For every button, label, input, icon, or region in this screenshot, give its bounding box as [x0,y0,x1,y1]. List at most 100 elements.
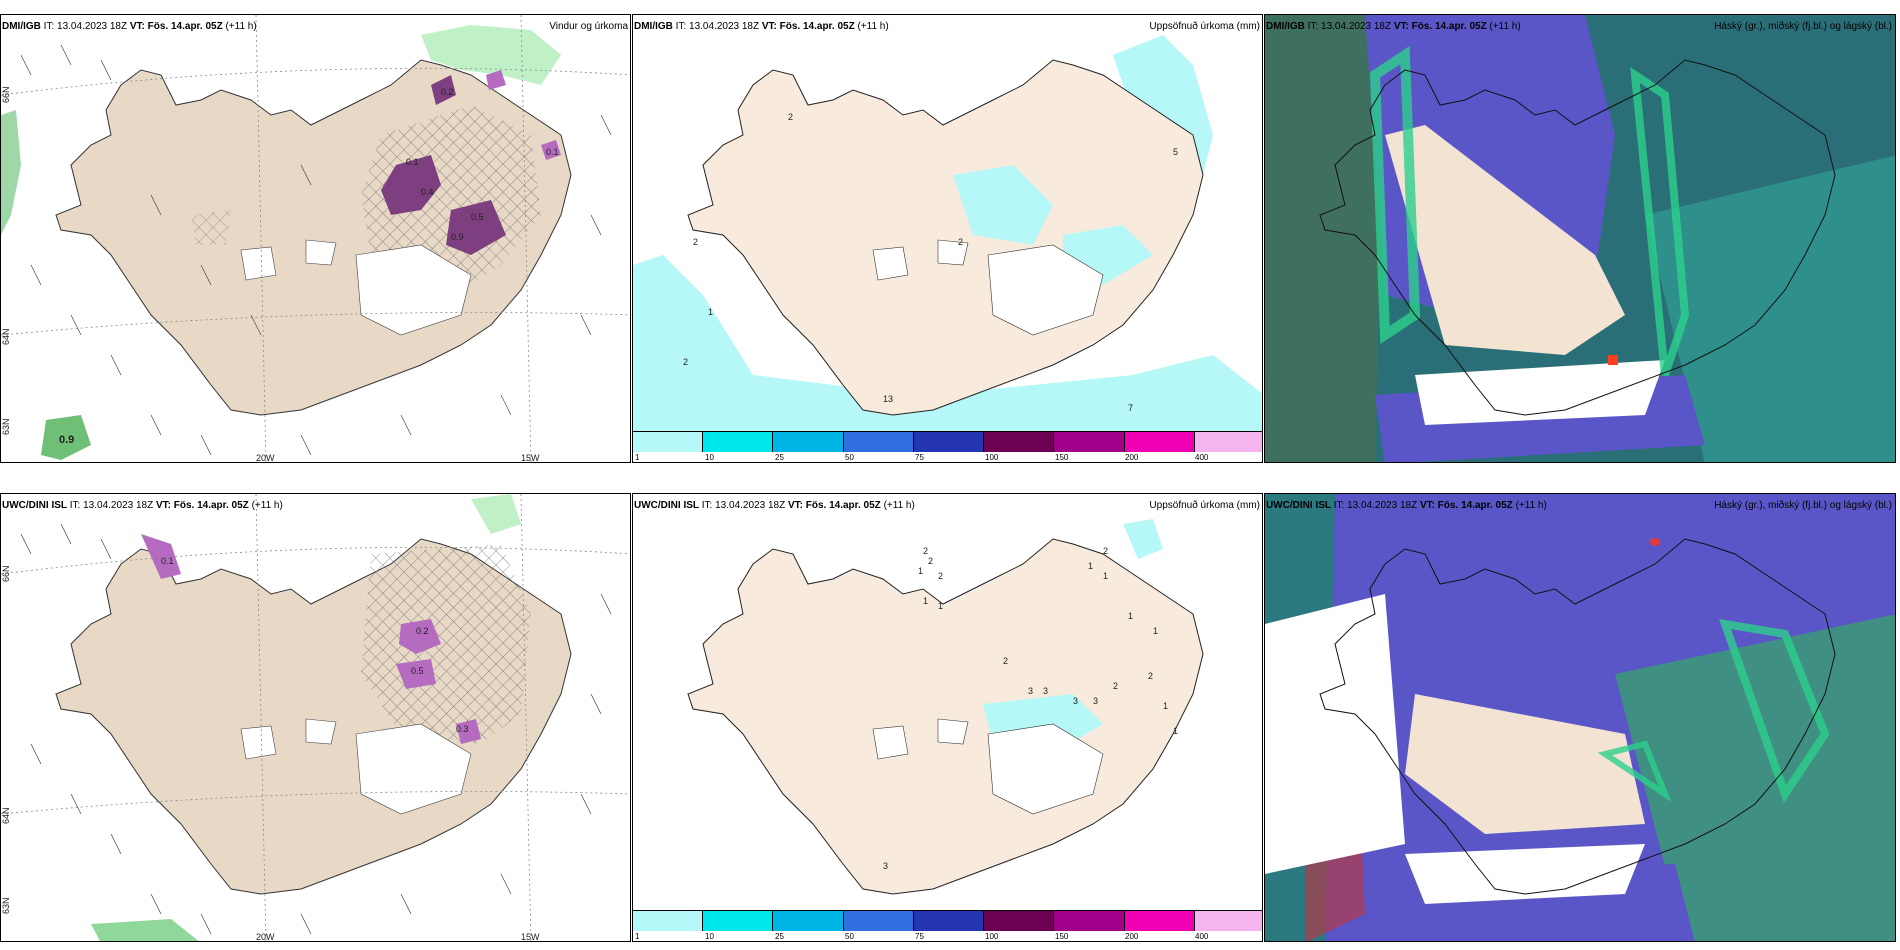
svg-text:2: 2 [1103,546,1108,556]
svg-text:1: 1 [1153,626,1158,636]
colorbar-label: 10 [705,453,714,462]
header-bottom-mid: UWC/DINI ISL IT: 13.04.2023 18Z VT: Fös.… [634,500,915,511]
svg-text:2: 2 [1003,656,1008,666]
colorbar-label: 10 [705,932,714,941]
panel-top-right [1264,14,1896,463]
panel-top-left: 0.1 0.4 0.9 0.2 0.5 0.1 0.9 20W 15W 66N … [0,14,631,463]
colorbar-seg-25 [773,911,844,931]
svg-text:1: 1 [1103,571,1108,581]
colorbar-seg-10 [703,432,774,452]
value-label: 0.1 [546,147,559,157]
panel-bottom-right [1264,493,1896,942]
product-title-wind: Vindur og úrkoma [549,21,628,32]
colorbar-seg-1 [633,432,704,452]
value-label: 0.9 [59,434,74,446]
wind-barbs [20,523,612,935]
svg-text:1: 1 [1173,726,1178,736]
colorbar-label: 200 [1125,453,1139,462]
iceland-outline [1319,59,1836,416]
colorbar-seg-400 [1194,432,1262,452]
colorbar-label: 75 [915,932,924,941]
svg-text:3: 3 [1028,686,1033,696]
lat-label-63n: 63N [1,418,11,435]
colorbar-label: 50 [845,453,854,462]
colorbar-label: 150 [1055,453,1069,462]
svg-text:3: 3 [1093,696,1098,706]
colorbar-label: 25 [775,932,784,941]
value-label: 2 [693,237,698,247]
iceland-landmass [687,59,1204,416]
lon-label-15w: 15W [521,932,540,942]
svg-text:3: 3 [1073,696,1078,706]
colorbar-label: 75 [915,453,924,462]
colorbar-seg-75 [913,432,985,452]
value-label: 0.4 [421,187,434,197]
map-clouds-bottom [1265,494,1895,941]
precip-cell [381,155,441,215]
lon-label-20w: 20W [256,932,275,942]
lat-label-63n: 63N [1,897,11,914]
svg-text:2: 2 [1148,671,1153,681]
value-label: 0.1 [406,157,419,167]
value-label: 0.9 [451,232,464,242]
value-label: 0.3 [456,724,469,734]
value-label: 0.5 [471,212,484,222]
svg-text:1: 1 [1163,701,1168,711]
svg-text:1: 1 [1088,561,1093,571]
colorbar-seg-400 [1194,911,1262,931]
iceland-outline [1319,538,1836,895]
svg-text:1: 1 [938,601,943,611]
panel-bottom-left: 0.2 0.5 0.3 0.1 20W 15W 66N 64N 63N [0,493,631,942]
colorbar [633,910,1262,931]
colorbar-seg-50 [843,432,914,452]
svg-text:3: 3 [883,861,888,871]
colorbar-label: 400 [1195,453,1209,462]
svg-text:1: 1 [918,566,923,576]
lat-label-64n: 64N [1,807,11,824]
svg-text:2: 2 [923,546,928,556]
svg-text:1: 1 [923,596,928,606]
product-title-accum-bottom: Uppsöfnuð úrkoma (mm) [1149,500,1260,511]
colorbar-label: 25 [775,453,784,462]
map-accum-precip-top: 2 5 2 1 2 2 7 13 [633,15,1262,462]
svg-text:2: 2 [1113,681,1118,691]
map-wind-precip-bottom: 0.2 0.5 0.3 0.1 20W 15W 66N 64N 63N [1,494,630,942]
colorbar-seg-100 [984,911,1055,931]
colorbar-seg-50 [843,911,914,931]
value-label: 5 [1173,147,1178,157]
colorbar-label: 100 [985,932,999,941]
colorbar-label: 50 [845,932,854,941]
svg-text:1: 1 [1128,611,1133,621]
value-label: 0.2 [416,626,429,636]
product-title-accum: Uppsöfnuð úrkoma (mm) [1149,21,1260,32]
header-bottom-left: UWC/DINI ISL IT: 13.04.2023 18Z VT: Fös.… [2,500,283,511]
colorbar-label: 1 [635,932,640,941]
value-label: 13 [883,394,893,404]
colorbar-seg-150 [1054,911,1125,931]
colorbar-label: 400 [1195,932,1209,941]
map-accum-precip-bottom: 2 1 2 2 1 1 1 2 1 1 1 2 1 1 3 3 3 3 2 2 … [633,494,1262,941]
product-title-clouds: Háský (gr.), miðský (fj.bl.) og lágský (… [1714,21,1892,32]
svg-text:2: 2 [938,571,943,581]
header-top-right: DMI/IGB IT: 13.04.2023 18Z VT: Fös. 14.a… [1266,21,1521,32]
colorbar-seg-75 [913,911,985,931]
value-label: 1 [708,307,713,317]
svg-text:3: 3 [1043,686,1048,696]
lat-label-66n: 66N [1,86,11,103]
colorbar-label: 1 [635,453,640,462]
colorbar-seg-10 [703,911,774,931]
panel-top-mid: 2 5 2 1 2 2 7 13 1 10 25 50 75 100 150 2… [632,14,1263,463]
value-label: 7 [1128,403,1133,413]
value-labels: 2 1 2 2 1 1 1 2 1 1 1 2 1 1 3 3 3 3 2 2 … [883,546,1178,871]
map-clouds-top [1265,15,1895,462]
colorbar-label: 100 [985,453,999,462]
iceland-landmass [687,538,1204,895]
colorbar-seg-200 [1124,432,1195,452]
colorbar-seg-100 [984,432,1055,452]
map-wind-precip-top: 0.1 0.4 0.9 0.2 0.5 0.1 0.9 20W 15W 66N … [1,15,630,463]
value-label: 0.2 [441,87,454,97]
header-top-left: DMI/IGB IT: 13.04.2023 18Z VT: Fös. 14.a… [2,21,257,32]
lon-label-20w: 20W [256,453,275,463]
value-label: 2 [788,112,793,122]
header-top-mid: DMI/IGB IT: 13.04.2023 18Z VT: Fös. 14.a… [634,21,889,32]
